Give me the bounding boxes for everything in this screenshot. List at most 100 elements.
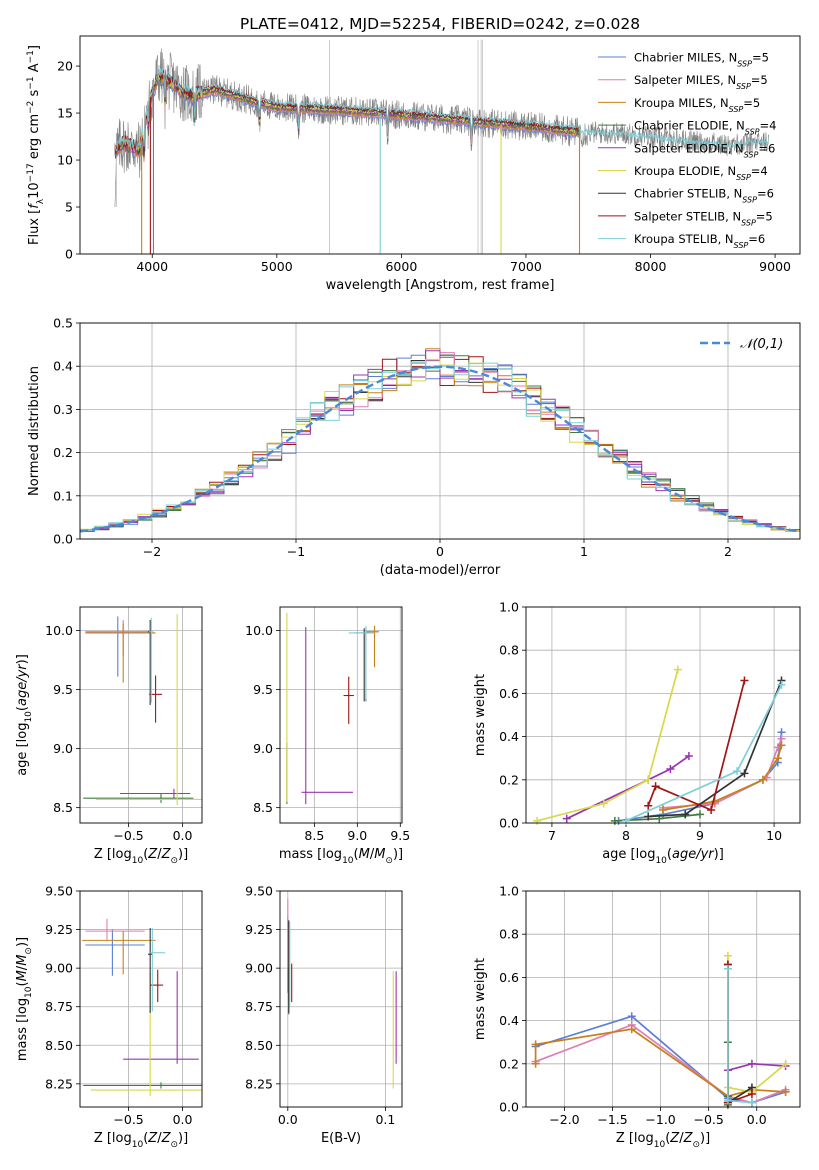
- mass-weight-marker: [777, 680, 786, 689]
- mass-weight-marker: [531, 1059, 540, 1068]
- y-tick-label: 0.0: [53, 532, 73, 547]
- mass-weight-vs-age-frame: [525, 606, 801, 824]
- mass-weight-marker: [562, 814, 571, 823]
- mass-weight-line-5: [566, 755, 690, 820]
- spectrum-axes: 4000 5000 6000 7000 8000 9000 0 5 10 15 20: [57, 59, 791, 274]
- y-tick-label: 9.00: [245, 961, 273, 976]
- x-tick-label: 8.5: [304, 828, 324, 843]
- x-tick-label: 0.1: [375, 1112, 395, 1127]
- mass-weight-marker: [773, 754, 782, 763]
- y-tick-label: 20: [57, 59, 73, 74]
- x-tick-label: −2: [143, 544, 161, 559]
- y-tick-label: 0.0: [499, 816, 519, 831]
- mass-weight-marker: [723, 1096, 732, 1105]
- mass-weight-marker: [621, 816, 630, 825]
- y-tick-label: 8.50: [245, 1038, 273, 1053]
- mass-weight-marker: [723, 951, 732, 960]
- y-tick-label: 8.25: [245, 1076, 273, 1091]
- mass-vs-Z-axes: −0.5 0.0 8.25 8.50 8.75 9.00 9.25 9.50: [45, 884, 202, 1127]
- y-tick-label: 8.5: [53, 800, 73, 815]
- residuals-frame: [79, 322, 801, 540]
- age-vs-mass-axes: 8.5 9.0 9.5 8.5 9.0 9.5 10.0: [245, 607, 410, 843]
- x-tick-label: −1: [287, 544, 305, 559]
- x-tick-label: −0.5: [113, 1112, 143, 1127]
- mass-weight-marker: [740, 769, 749, 778]
- y-tick-label: 0.8: [499, 927, 519, 942]
- x-tick-label: 8000: [635, 259, 667, 274]
- mass-weight-marker: [740, 676, 749, 685]
- age-vs-Z-xlabel: Z [log10(Z/Z⊙)]: [94, 847, 188, 866]
- mass-weight-marker: [684, 752, 693, 761]
- mass-weight-vs-Z-frame: [525, 890, 801, 1108]
- mass-weight-marker: [747, 1098, 756, 1107]
- y-tick-label: 10.0: [45, 623, 73, 638]
- mass-weight-marker: [747, 1059, 756, 1068]
- legend-entry-8: Salpeter STELIB, NSSP=5: [634, 209, 773, 227]
- y-tick-label: 9.00: [45, 961, 73, 976]
- mass-weight-marker: [610, 816, 619, 825]
- y-tick-label: 10.0: [245, 623, 273, 638]
- spectrum-legend: Chabrier MILES, NSSP=5 Salpeter MILES, NS…: [598, 51, 776, 250]
- mass-weight-marker: [531, 1040, 540, 1049]
- y-tick-label: 9.25: [45, 922, 73, 937]
- residuals-ylabel: Normed distribution: [27, 366, 42, 496]
- mass-weight-marker: [673, 665, 682, 674]
- y-tick-label: 8.50: [45, 1038, 73, 1053]
- y-tick-label: 0.6: [499, 970, 519, 985]
- residuals-xlabel: (data-model)/error: [380, 563, 501, 578]
- y-tick-label: 0.5: [53, 316, 73, 331]
- mass-weight-marker: [696, 810, 705, 819]
- x-tick-label: 5000: [261, 259, 293, 274]
- model-spectrum-2: [114, 77, 580, 163]
- x-tick-label: 1: [580, 544, 588, 559]
- normal-reference-curve: [79, 365, 801, 533]
- y-tick-label: 0.0: [499, 1100, 519, 1115]
- y-tick-label: 8.5: [253, 800, 273, 815]
- y-tick-label: 8.75: [245, 999, 273, 1014]
- y-tick-label: 9.25: [245, 922, 273, 937]
- mass-weight-marker: [758, 775, 767, 784]
- spectrum-ylabel: Flux [fλ10−17 erg cm−2 s−1 A−1]: [26, 45, 46, 245]
- x-tick-label: 9.0: [347, 828, 367, 843]
- y-tick-label: 8.75: [45, 999, 73, 1014]
- mass-weight-marker: [666, 765, 675, 773]
- y-tick-label: 9.5: [53, 682, 73, 697]
- mass-weight-marker: [644, 775, 653, 784]
- legend-entry-9: Kroupa STELIB, NSSP=6: [634, 232, 765, 250]
- y-tick-label: 0.8: [499, 643, 519, 658]
- y-tick-label: 9.0: [253, 741, 273, 756]
- x-tick-label: 9: [696, 828, 704, 843]
- y-tick-label: 0.2: [53, 445, 73, 460]
- mass-vs-Z-ylabel: mass [log10(M/M⊙)]: [15, 937, 34, 1061]
- age-vs-Z-frame: [79, 606, 203, 824]
- observed-spectrum: [114, 48, 770, 208]
- x-tick-label: 9.5: [390, 828, 410, 843]
- mass-vs-Z-xlabel: Z [log10(Z/Z⊙)]: [94, 1131, 188, 1150]
- y-tick-label: 0.4: [499, 729, 519, 744]
- mass-weight-marker: [723, 964, 732, 973]
- spectrum-frame: [79, 35, 801, 255]
- y-tick-label: 9.50: [45, 884, 73, 899]
- figure-title: PLATE=0412, MJD=52254, FIBERID=0242, z=0…: [240, 15, 640, 33]
- mass-weight-marker: [533, 816, 542, 825]
- mass-weight-vs-age-ylabel: mass weight: [473, 674, 488, 756]
- mass-weight-marker: [599, 799, 608, 808]
- y-tick-label: 15: [57, 106, 73, 121]
- plot-layer: 4000 5000 6000 7000 8000 900005101520waveleng…: [15, 35, 801, 1150]
- legend-entry-4: Chabrier ELODIE, NSSP=4: [634, 119, 776, 137]
- mass-vs-ebv-errorbars: [287, 898, 397, 1089]
- x-tick-label: −0.5: [113, 828, 143, 843]
- x-tick-label: 0.0: [173, 1112, 193, 1127]
- x-tick-label: 2: [724, 544, 732, 559]
- age-vs-mass-xlabel: mass [log10(M/M⊙)]: [279, 847, 403, 866]
- y-tick-label: 0.4: [53, 359, 73, 374]
- mass-vs-Z-frame: [79, 890, 203, 1108]
- x-tick-label: 9000: [759, 259, 791, 274]
- mass-weight-marker: [781, 1087, 790, 1096]
- mass-weight-marker: [733, 767, 742, 776]
- mass-weight-marker: [659, 806, 667, 815]
- y-tick-label: 1.0: [499, 884, 519, 899]
- spectrum-xlabel: wavelength [Angstrom, rest frame]: [326, 278, 555, 293]
